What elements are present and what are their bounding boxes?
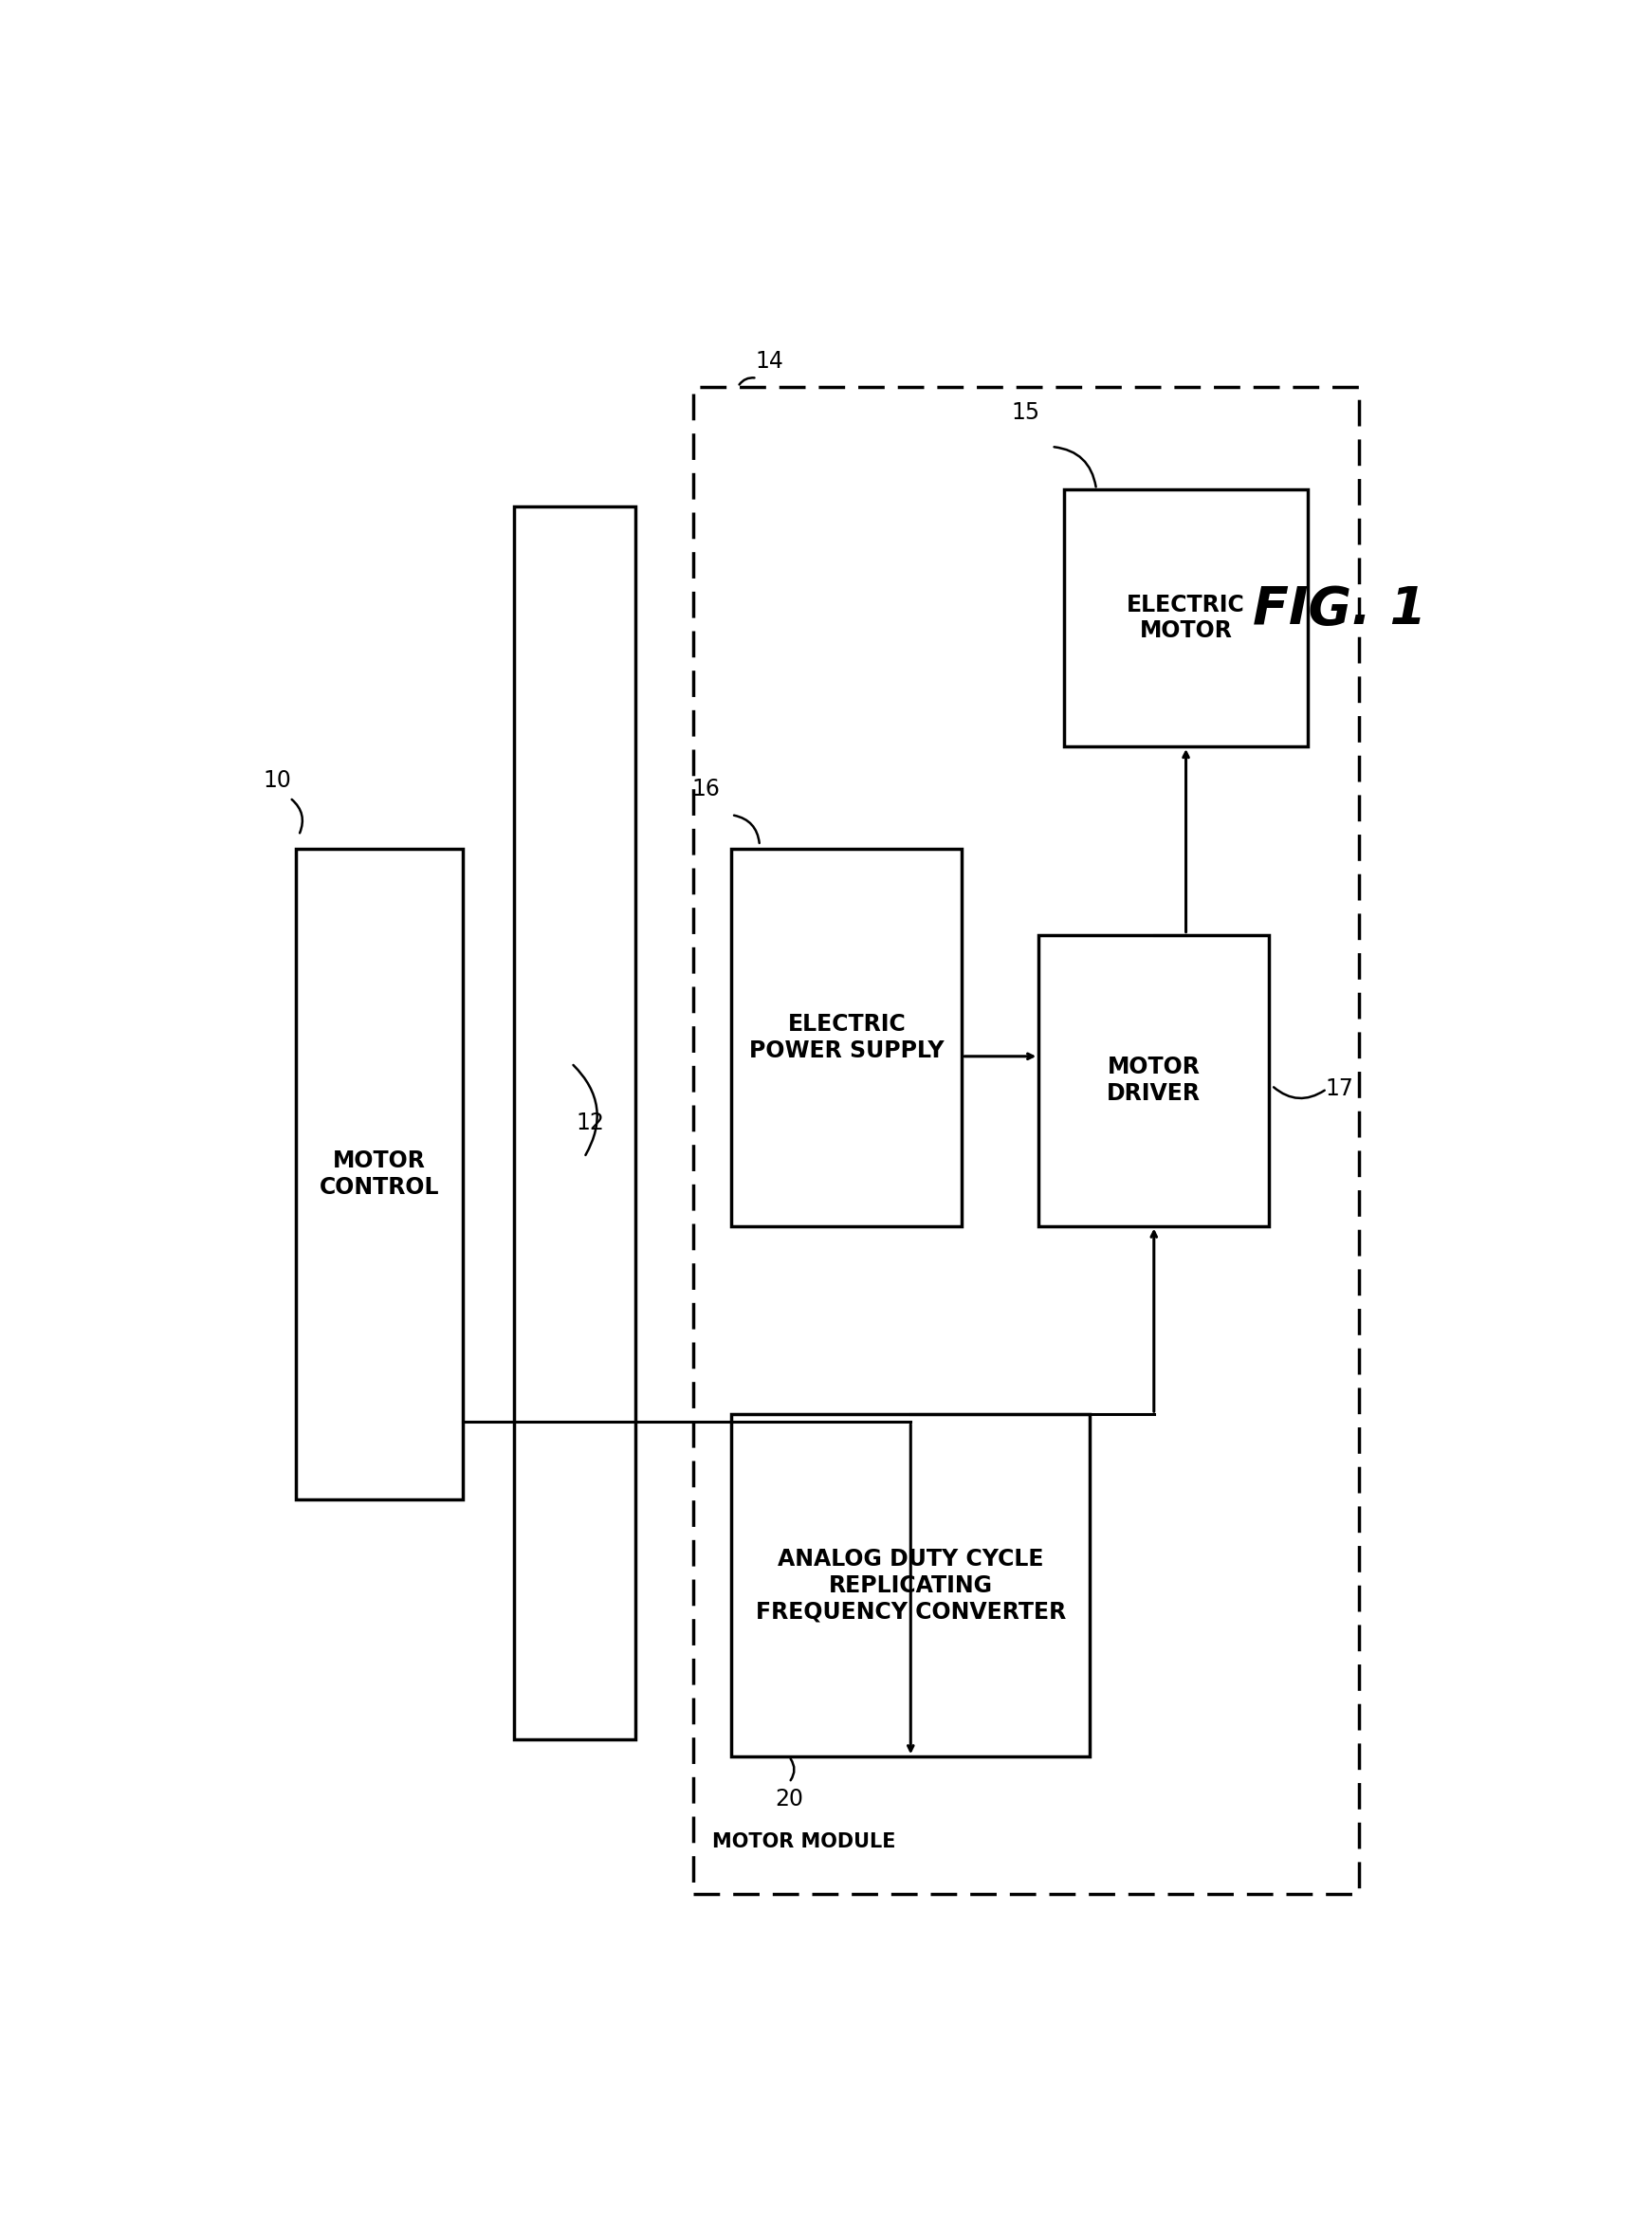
Bar — [1039, 934, 1269, 1225]
Text: ELECTRIC
POWER SUPPLY: ELECTRIC POWER SUPPLY — [748, 1012, 945, 1063]
Bar — [296, 850, 463, 1499]
Text: 12: 12 — [577, 1112, 605, 1134]
Text: ELECTRIC
MOTOR: ELECTRIC MOTOR — [1127, 594, 1246, 643]
Text: 20: 20 — [775, 1788, 803, 1810]
Text: MOTOR
CONTROL: MOTOR CONTROL — [319, 1150, 439, 1199]
Bar — [732, 1414, 1090, 1757]
Bar — [694, 387, 1358, 1895]
Text: ANALOG DUTY CYCLE
REPLICATING
FREQUENCY CONVERTER: ANALOG DUTY CYCLE REPLICATING FREQUENCY … — [755, 1548, 1066, 1624]
Text: 15: 15 — [1011, 400, 1041, 425]
Text: MOTOR
DRIVER: MOTOR DRIVER — [1107, 1056, 1201, 1105]
Text: 16: 16 — [692, 778, 720, 801]
Text: 17: 17 — [1325, 1076, 1353, 1101]
Text: 10: 10 — [263, 770, 291, 792]
Bar — [1064, 489, 1308, 747]
Text: MOTOR MODULE: MOTOR MODULE — [712, 1833, 895, 1850]
Bar — [514, 507, 636, 1739]
Bar — [732, 850, 961, 1225]
Text: 14: 14 — [755, 349, 785, 371]
Text: FIG. 1: FIG. 1 — [1252, 583, 1426, 636]
